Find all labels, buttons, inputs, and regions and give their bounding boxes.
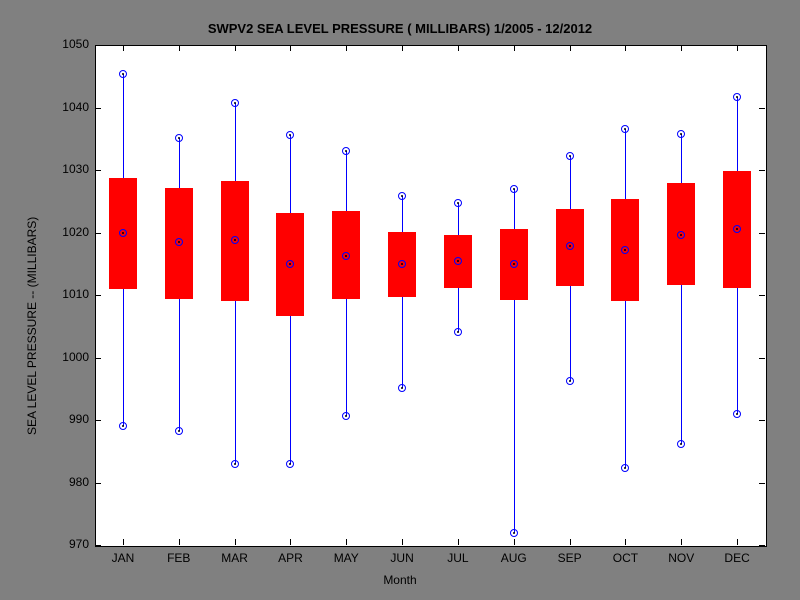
marker-median — [342, 252, 350, 260]
marker-lower — [231, 460, 239, 468]
whisker-lower — [179, 299, 180, 430]
marker-lower — [677, 440, 685, 448]
ytick-label: 1050 — [45, 37, 89, 51]
ytick-label: 1040 — [45, 100, 89, 114]
ytick-label: 980 — [45, 475, 89, 489]
xtick-label: DEC — [717, 551, 757, 565]
xtick-label: JUN — [382, 551, 422, 565]
marker-lower — [733, 410, 741, 418]
marker-upper — [510, 185, 518, 193]
whisker-upper — [346, 151, 347, 210]
marker-lower — [119, 422, 127, 430]
marker-upper — [119, 70, 127, 78]
ytick-label: 1030 — [45, 162, 89, 176]
whisker-upper — [570, 156, 571, 210]
whisker-upper — [737, 97, 738, 171]
marker-upper — [342, 147, 350, 155]
whisker-lower — [570, 286, 571, 381]
marker-lower — [286, 460, 294, 468]
xtick-label: SEP — [550, 551, 590, 565]
ytick-label: 1020 — [45, 225, 89, 239]
whisker-upper — [514, 189, 515, 229]
whisker-upper — [458, 203, 459, 235]
marker-upper — [733, 93, 741, 101]
whisker-lower — [681, 285, 682, 444]
whisker-lower — [625, 301, 626, 468]
whisker-upper — [123, 74, 124, 177]
marker-lower — [398, 384, 406, 392]
marker-upper — [454, 199, 462, 207]
ytick-label: 1000 — [45, 350, 89, 364]
whisker-lower — [514, 300, 515, 533]
marker-median — [566, 242, 574, 250]
marker-upper — [175, 134, 183, 142]
whisker-lower — [458, 288, 459, 332]
xtick-label: MAY — [326, 551, 366, 565]
whisker-lower — [123, 289, 124, 427]
ytick-label: 1010 — [45, 287, 89, 301]
x-axis-label: Month — [0, 573, 800, 587]
whisker-upper — [290, 135, 291, 213]
marker-median — [286, 260, 294, 268]
whisker-lower — [346, 299, 347, 417]
whisker-lower — [290, 316, 291, 464]
figure: SWPV2 SEA LEVEL PRESSURE ( MILLIBARS) 1/… — [0, 0, 800, 600]
xtick-label: APR — [270, 551, 310, 565]
y-axis-label: SEA LEVEL PRESSURE -- (MILLIBARS) — [25, 217, 39, 435]
xtick-label: FEB — [159, 551, 199, 565]
ytick-label: 970 — [45, 537, 89, 551]
marker-lower — [621, 464, 629, 472]
marker-lower — [342, 412, 350, 420]
marker-upper — [677, 130, 685, 138]
ytick-label: 990 — [45, 412, 89, 426]
marker-lower — [175, 427, 183, 435]
whisker-upper — [625, 129, 626, 198]
xtick-label: AUG — [494, 551, 534, 565]
marker-median — [510, 260, 518, 268]
whisker-lower — [235, 301, 236, 464]
xtick-label: MAR — [215, 551, 255, 565]
marker-upper — [398, 192, 406, 200]
marker-upper — [286, 131, 294, 139]
marker-upper — [621, 125, 629, 133]
whisker-upper — [681, 134, 682, 183]
xtick-label: NOV — [661, 551, 701, 565]
chart-title: SWPV2 SEA LEVEL PRESSURE ( MILLIBARS) 1/… — [0, 21, 800, 36]
marker-median — [119, 229, 127, 237]
whisker-lower — [402, 297, 403, 388]
marker-median — [733, 225, 741, 233]
whisker-upper — [402, 196, 403, 232]
whisker-lower — [737, 288, 738, 415]
xtick-label: JAN — [103, 551, 143, 565]
whisker-upper — [235, 103, 236, 181]
xtick-label: OCT — [605, 551, 645, 565]
whisker-upper — [179, 138, 180, 188]
marker-upper — [566, 152, 574, 160]
marker-median — [175, 238, 183, 246]
marker-lower — [566, 377, 574, 385]
marker-upper — [231, 99, 239, 107]
marker-median — [398, 260, 406, 268]
xtick-label: JUL — [438, 551, 478, 565]
marker-median — [454, 257, 462, 265]
marker-lower — [510, 529, 518, 537]
marker-median — [677, 231, 685, 239]
marker-median — [621, 246, 629, 254]
marker-lower — [454, 328, 462, 336]
marker-median — [231, 236, 239, 244]
plot-area — [95, 45, 767, 547]
